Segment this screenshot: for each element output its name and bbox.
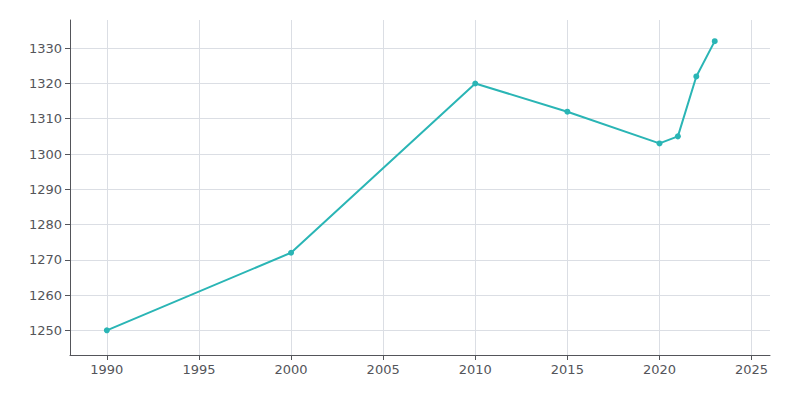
- svg-text:1310: 1310: [29, 111, 62, 126]
- svg-text:1250: 1250: [29, 323, 62, 338]
- svg-text:1330: 1330: [29, 41, 62, 56]
- svg-text:1290: 1290: [29, 182, 62, 197]
- svg-text:1320: 1320: [29, 76, 62, 91]
- svg-text:1280: 1280: [29, 217, 62, 232]
- svg-text:2010: 2010: [459, 362, 492, 377]
- svg-text:2020: 2020: [643, 362, 676, 377]
- svg-text:2000: 2000: [275, 362, 308, 377]
- svg-text:1260: 1260: [29, 288, 62, 303]
- svg-text:1995: 1995: [182, 362, 215, 377]
- svg-text:1990: 1990: [90, 362, 123, 377]
- svg-text:1270: 1270: [29, 252, 62, 267]
- svg-text:2015: 2015: [551, 362, 584, 377]
- svg-text:2005: 2005: [367, 362, 400, 377]
- svg-text:2025: 2025: [735, 362, 768, 377]
- svg-text:1300: 1300: [29, 147, 62, 162]
